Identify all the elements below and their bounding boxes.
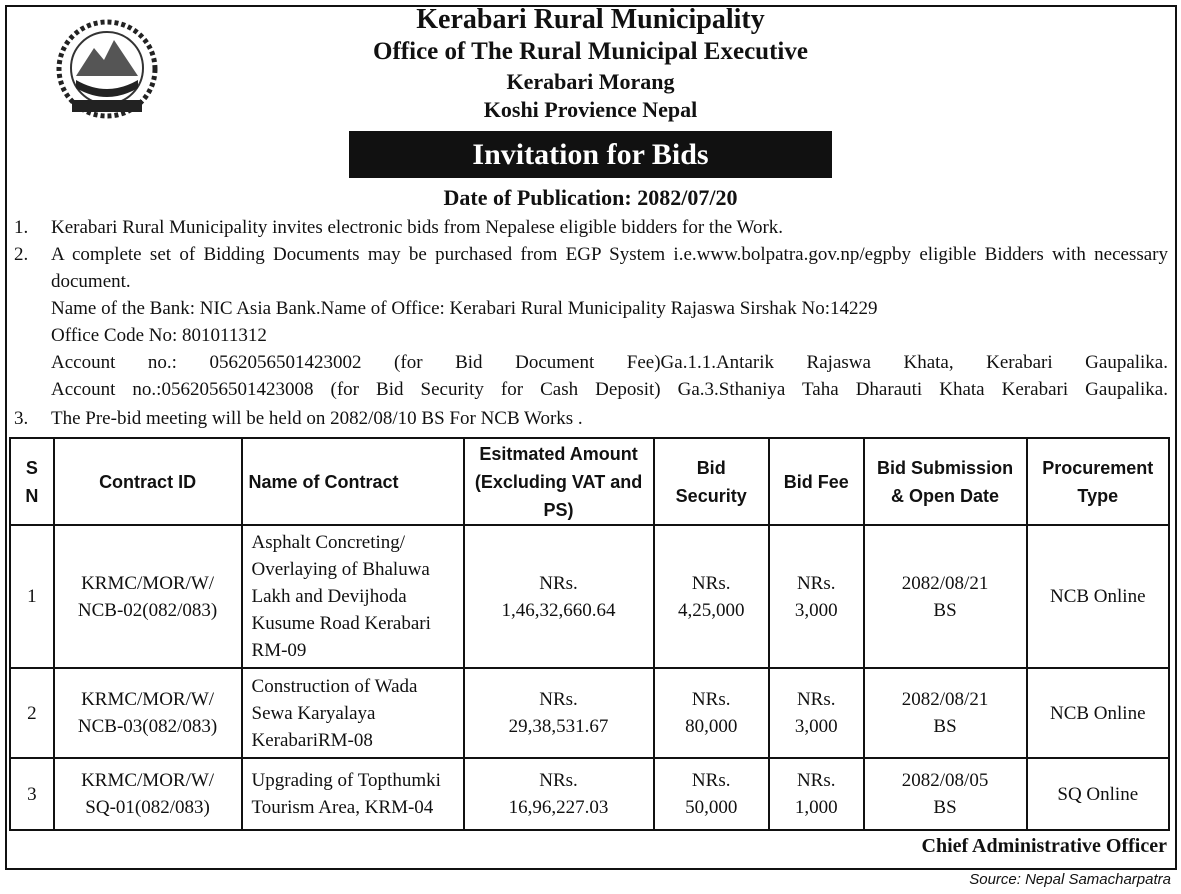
table-cell: NRs. 1,000 — [767, 757, 865, 831]
signature: Chief Administrative Officer — [921, 835, 1168, 857]
table-cell: NRs. 16,96,227.03 — [462, 757, 655, 831]
table-cell: NRs. 3,000 — [767, 667, 865, 759]
table-cell: NCB Online — [1025, 667, 1171, 759]
table-cell: 2082/08/21 BS — [862, 524, 1028, 669]
table-cell: KRMC/MOR/W/ SQ-01(082/083) — [52, 757, 243, 831]
table-cell: Construction of Wada Sewa Karyalaya Kera… — [240, 667, 465, 759]
table-cell: 3 — [9, 757, 55, 831]
column-header: Bid Fee — [767, 437, 865, 526]
table-cell: KRMC/MOR/W/ NCB-03(082/083) — [52, 667, 243, 759]
column-header: S N — [9, 437, 55, 526]
detail: Account no.: 0562056501423002 (for Bid D… — [51, 352, 1168, 373]
table-cell: 2082/08/05 BS — [862, 757, 1028, 831]
source: Source: Nepal Samacharpatra — [969, 871, 1171, 888]
column-header: Bid Security — [652, 437, 770, 526]
bids-table: S N Contract ID Name of Contract Esitmated … — [9, 437, 1171, 831]
item: 3. The Pre-bid meeting will be held on 20… — [14, 405, 1168, 432]
frame — [5, 5, 1177, 870]
location: Kerabari Morang — [506, 69, 675, 94]
table-cell: 2 — [9, 667, 55, 759]
column-header: Name of Contract — [240, 437, 465, 526]
table-cell: Asphalt Concreting/ Overlaying of Bhaluw… — [240, 524, 465, 669]
detail: Name of the Bank: NIC Asia Bank.Name of … — [51, 298, 878, 319]
column-header: Contract ID — [52, 437, 243, 526]
item-text: A complete set of Bidding Documents may … — [51, 244, 1168, 292]
item-text: The Pre-bid meeting will be held on 2082… — [51, 408, 583, 429]
detail: Account no.:0562056501423008 (for Bid Se… — [51, 379, 1168, 400]
table-cell: KRMC/MOR/W/ NCB-02(082/083) — [52, 524, 243, 669]
table-row: 2 KRMC/MOR/W/ NCB-03(082/083) Construction… — [9, 667, 1171, 759]
column-header: Bid Submission & Open Date — [862, 437, 1028, 526]
table-cell: NRs. 80,000 — [652, 667, 770, 759]
publication-date: Date of Publication: 2082/07/20 — [443, 185, 738, 210]
item-number: 1. — [14, 217, 29, 238]
column-header: Esitmated Amount (Excluding VAT and PS) — [462, 437, 655, 526]
table-cell: NRs. 4,25,000 — [652, 524, 770, 669]
notice-title: Invitation for Bids — [349, 131, 832, 178]
table-cell: SQ Online — [1025, 757, 1171, 831]
table-cell: NRs. 1,46,32,660.64 — [462, 524, 655, 669]
table-cell: NRs. 29,38,531.67 — [462, 667, 655, 759]
table-cell: NCB Online — [1025, 524, 1171, 669]
item: 1. Kerabari Rural Municipality invites el… — [14, 214, 1168, 241]
province: Koshi Provience Nepal — [483, 97, 698, 122]
item-text: Kerabari Rural Municipality invites elec… — [51, 217, 784, 238]
table-cell: Upgrading of Topthumki Tourism Area, KRM… — [240, 757, 465, 831]
table-row: 1 KRMC/MOR/W/ NCB-02(082/083) Asphalt Conc… — [9, 524, 1171, 669]
detail: Office Code No: 801011312 — [51, 325, 267, 346]
table-cell: 1 — [9, 524, 55, 669]
table-row: 3 KRMC/MOR/W/ SQ-01(082/083) Upgrading of … — [9, 757, 1171, 831]
table-cell: NRs. 50,000 — [652, 757, 770, 831]
subtitle: Office of The Rural Municipal Executive — [373, 38, 808, 65]
title: Kerabari Rural Municipality — [416, 4, 765, 35]
emblem — [56, 19, 158, 119]
item-number: 3. — [14, 408, 29, 429]
item: 2. A complete set of Bidding Documents ma… — [14, 241, 1168, 403]
table-cell: 2082/08/21 BS — [862, 667, 1028, 759]
column-header: Procurement Type — [1025, 437, 1171, 526]
item-number: 2. — [14, 244, 29, 265]
table-cell: NRs. 3,000 — [767, 524, 865, 669]
